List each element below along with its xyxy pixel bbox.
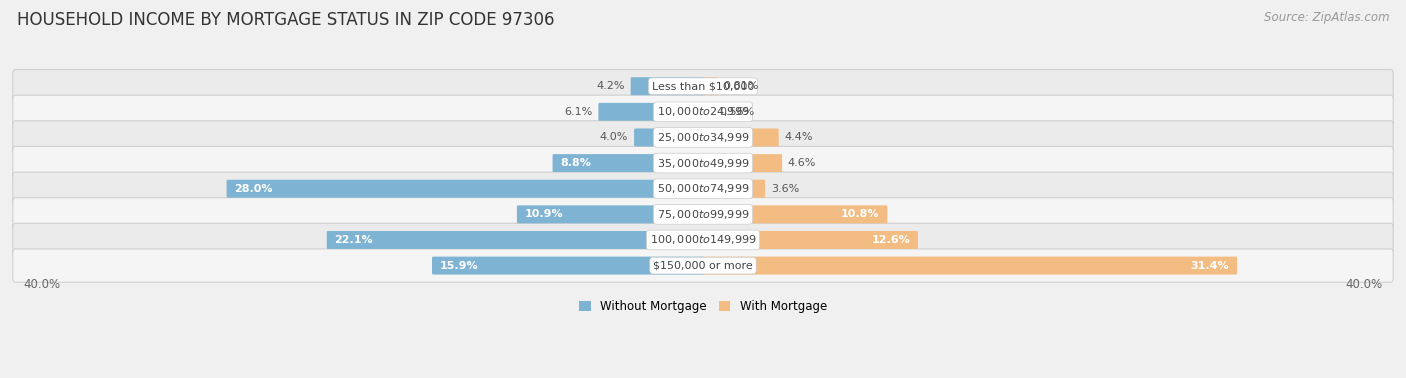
Text: 28.0%: 28.0% (235, 184, 273, 194)
FancyBboxPatch shape (13, 249, 1393, 282)
Text: $10,000 to $24,999: $10,000 to $24,999 (657, 105, 749, 118)
Text: 4.2%: 4.2% (596, 81, 624, 91)
Text: Source: ZipAtlas.com: Source: ZipAtlas.com (1264, 11, 1389, 24)
FancyBboxPatch shape (702, 231, 918, 249)
FancyBboxPatch shape (13, 95, 1393, 129)
FancyBboxPatch shape (702, 180, 765, 198)
Text: $35,000 to $49,999: $35,000 to $49,999 (657, 156, 749, 170)
Text: 22.1%: 22.1% (335, 235, 373, 245)
Text: $150,000 or more: $150,000 or more (654, 260, 752, 271)
FancyBboxPatch shape (702, 257, 1237, 274)
FancyBboxPatch shape (517, 205, 704, 223)
FancyBboxPatch shape (226, 180, 704, 198)
Text: 12.6%: 12.6% (872, 235, 910, 245)
FancyBboxPatch shape (599, 103, 704, 121)
Legend: Without Mortgage, With Mortgage: Without Mortgage, With Mortgage (574, 295, 832, 318)
FancyBboxPatch shape (702, 205, 887, 223)
FancyBboxPatch shape (13, 223, 1393, 257)
Text: $75,000 to $99,999: $75,000 to $99,999 (657, 208, 749, 221)
Text: 4.4%: 4.4% (785, 132, 813, 143)
Text: 3.6%: 3.6% (770, 184, 799, 194)
Text: HOUSEHOLD INCOME BY MORTGAGE STATUS IN ZIP CODE 97306: HOUSEHOLD INCOME BY MORTGAGE STATUS IN Z… (17, 11, 554, 29)
FancyBboxPatch shape (326, 231, 704, 249)
Text: 40.0%: 40.0% (24, 279, 60, 291)
FancyBboxPatch shape (702, 103, 713, 121)
Text: 4.0%: 4.0% (600, 132, 628, 143)
Text: 0.81%: 0.81% (724, 81, 759, 91)
Text: 8.8%: 8.8% (561, 158, 592, 168)
FancyBboxPatch shape (702, 129, 779, 146)
Text: 6.1%: 6.1% (564, 107, 593, 117)
Text: Less than $10,000: Less than $10,000 (652, 81, 754, 91)
FancyBboxPatch shape (702, 77, 718, 95)
Text: 40.0%: 40.0% (1346, 279, 1382, 291)
Text: 15.9%: 15.9% (440, 260, 478, 271)
FancyBboxPatch shape (13, 198, 1393, 231)
FancyBboxPatch shape (13, 70, 1393, 103)
FancyBboxPatch shape (631, 77, 704, 95)
FancyBboxPatch shape (13, 121, 1393, 154)
Text: $25,000 to $34,999: $25,000 to $34,999 (657, 131, 749, 144)
Text: 10.9%: 10.9% (524, 209, 564, 219)
FancyBboxPatch shape (13, 172, 1393, 205)
Text: $50,000 to $74,999: $50,000 to $74,999 (657, 182, 749, 195)
Text: $100,000 to $149,999: $100,000 to $149,999 (650, 234, 756, 246)
Text: 10.8%: 10.8% (841, 209, 880, 219)
FancyBboxPatch shape (432, 257, 704, 274)
FancyBboxPatch shape (13, 146, 1393, 180)
FancyBboxPatch shape (634, 129, 704, 146)
FancyBboxPatch shape (702, 154, 782, 172)
FancyBboxPatch shape (553, 154, 704, 172)
Text: 0.56%: 0.56% (720, 107, 755, 117)
Text: 31.4%: 31.4% (1191, 260, 1229, 271)
Text: 4.6%: 4.6% (787, 158, 817, 168)
